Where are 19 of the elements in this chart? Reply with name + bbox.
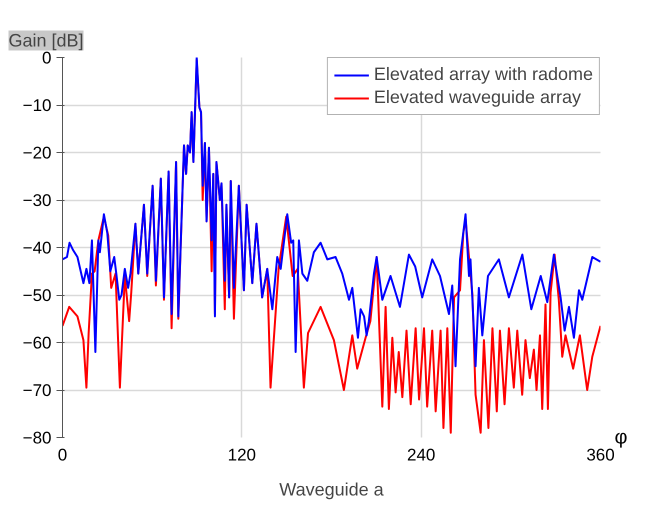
x-tick-label: 120	[228, 446, 256, 464]
text: Waveguide a	[279, 480, 385, 500]
x-tick-label: 240	[406, 446, 436, 464]
y-tick-label: 0	[42, 48, 52, 68]
y-tick-label: −40	[22, 238, 52, 258]
y-axis-title: Gain [dB]	[8, 30, 84, 50]
y-tick-label: −30	[22, 191, 52, 210]
x-tick-label: 0	[58, 446, 68, 464]
y-tick-label: −10	[22, 96, 52, 115]
y-tick-label: −50	[22, 286, 52, 305]
y-tick-label: −80	[22, 428, 52, 448]
y-tick-label: −60	[22, 334, 52, 352]
legend-label: Elevated waveguide array	[374, 87, 582, 108]
line-series	[62, 58, 600, 368]
legend-label: Elevated array with radome	[374, 64, 593, 85]
x-tick-label: 360	[586, 446, 615, 464]
x-axis-title: φ	[614, 426, 628, 448]
y-tick-label: −70	[22, 381, 52, 400]
y-tick-label: −20	[22, 144, 52, 162]
